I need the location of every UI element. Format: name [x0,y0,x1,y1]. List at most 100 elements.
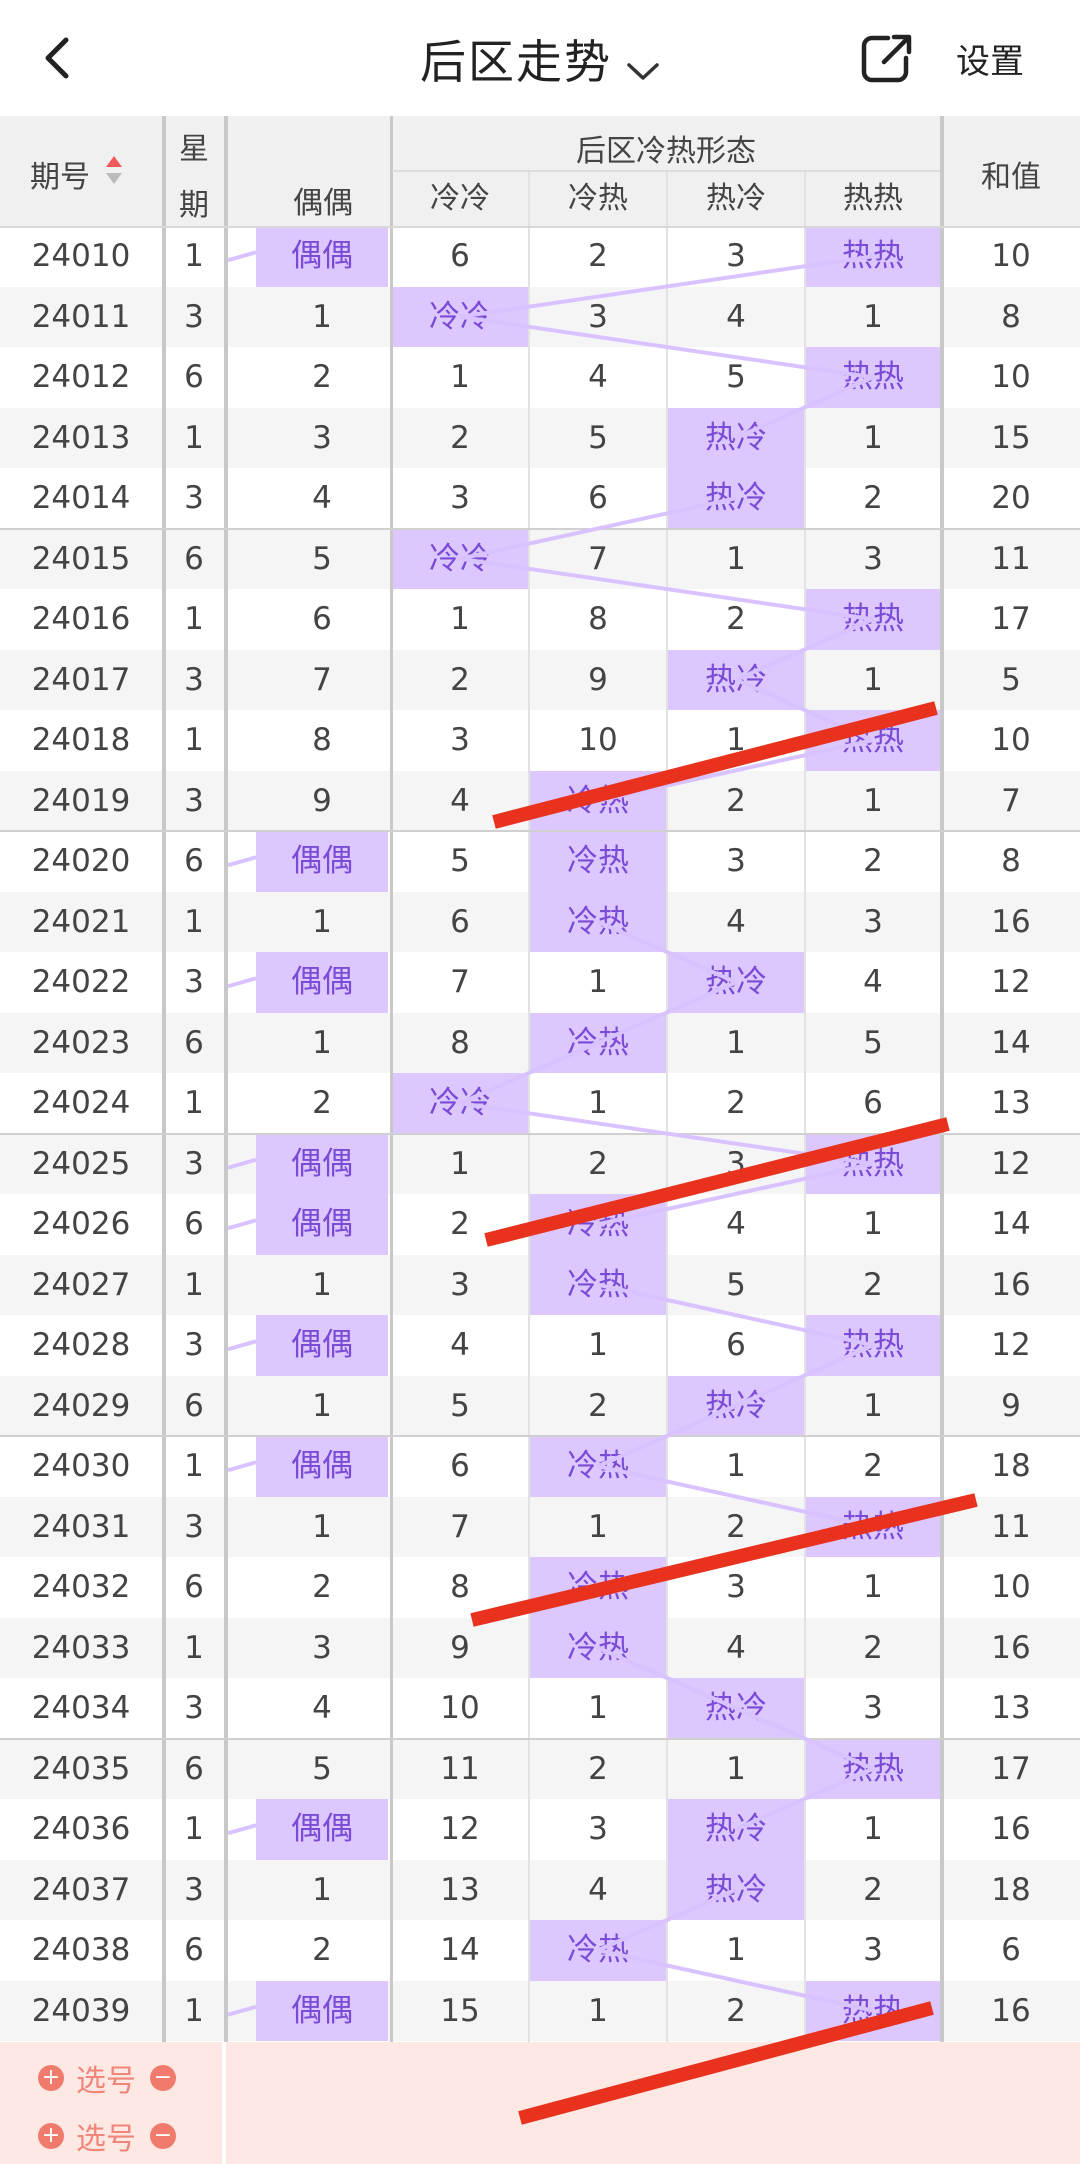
cell-parity: 2 [312,1569,332,1605]
cell-parity: 偶偶 [256,1436,388,1497]
cell-hc: 5 [726,1266,746,1303]
cell-sum: 20 [991,480,1031,516]
column-divider [224,116,228,2042]
cell-week: 1 [184,1629,204,1666]
cell-sum: 18 [991,1871,1031,1908]
select-controls: + 选号 − + 选号 − [0,2042,222,2164]
cell-issue: 24032 [31,1569,131,1605]
select-label-1: 选号 [76,2064,136,2099]
cell-sum: 6 [1001,1932,1021,1968]
trend-connector [597,1464,874,1529]
cell-hh: 1 [863,298,883,335]
share-button[interactable] [858,30,918,86]
cell-cc: 9 [450,1629,470,1666]
cell-issue: 24034 [31,1690,131,1726]
select-area[interactable] [226,2042,1080,2164]
col-issue-label: 期号 [30,160,90,195]
col-week-label-top: 星 [179,132,209,167]
cell-cc: 6 [450,1448,470,1484]
cell-week: 6 [184,1024,204,1061]
back-button[interactable] [36,30,80,86]
cell-sum: 16 [991,1629,1031,1666]
settings-button[interactable]: 设置 [956,42,1024,82]
cell-hc: 4 [726,1206,746,1242]
group-divider [0,1132,1080,1135]
cell-hc: 2 [726,601,746,637]
col-issue-header[interactable]: 期号 [0,116,162,226]
cell-sum: 17 [991,601,1031,637]
table-row [0,649,1080,710]
cell-hc: 2 [726,1085,746,1121]
cell-sum: 10 [991,238,1031,274]
cell-hh: 2 [863,1448,883,1484]
cell-issue: 24031 [31,1508,131,1545]
cell-hh: 2 [863,480,883,516]
cell-parity: 偶偶 [256,1799,388,1860]
cell-parity: 1 [312,1266,332,1303]
cell-week: 6 [184,540,204,577]
sort-icon [106,156,122,184]
cell-week: 3 [184,1690,204,1726]
trend-connector [735,617,874,682]
cell-week: 1 [184,903,204,940]
cell-cc: 3 [450,1266,470,1303]
cell-issue: 24011 [31,298,131,335]
cell-hh: 6 [863,1085,883,1121]
parity-connector [227,1823,257,1836]
cell-hh: 1 [863,782,883,819]
cell-parity: 2 [312,359,332,395]
page-title-dropdown[interactable]: 后区走势 [0,26,1080,93]
cell-cc: 1 [450,1145,470,1182]
group-divider [0,527,1080,530]
group-divider [0,1435,1080,1437]
column-divider [390,116,393,2042]
trend-connector [735,1343,874,1408]
trend-connector [735,1766,874,1832]
cell-parity: 1 [312,903,332,940]
group-divider [0,1737,1080,1740]
minus-icon[interactable]: − [150,2065,176,2091]
chevron-down-icon [626,39,660,93]
cell-sum: 14 [991,1206,1031,1242]
cell-sum: 12 [991,1145,1031,1182]
trend-connector [459,556,874,622]
parity-connector [227,1339,257,1352]
cell-ch: 7 [588,540,608,577]
cell-issue: 24036 [31,1811,131,1847]
cell-ch: 2 [588,1387,608,1424]
cell-ch: 1 [588,964,608,1000]
col-week-label-bottom: 期 [179,188,209,223]
parity-connector [227,1218,257,1231]
cell-hh: 2 [863,1629,883,1666]
cell-cc: 2 [450,419,470,456]
cell-issue: 24023 [31,1024,131,1061]
cell-issue: 24021 [31,903,131,940]
cell-ch: 1 [588,1327,608,1363]
cell-hh: 3 [863,540,883,577]
cell-parity: 3 [312,419,332,456]
col-cc-header: 冷冷 [392,172,528,226]
col-ch-header: 冷热 [530,172,666,226]
cell-sum: 11 [991,540,1031,577]
cell-sum: 10 [991,1569,1031,1605]
cell-issue: 24020 [31,843,131,879]
cell-week: 3 [184,1327,204,1363]
cell-sum: 15 [991,419,1031,456]
parity-connector [227,1157,257,1170]
cell-week: 1 [184,1811,204,1847]
minus-icon[interactable]: − [150,2123,176,2149]
cell-issue: 24013 [31,419,131,456]
plus-icon[interactable]: + [38,2065,64,2091]
plus-icon[interactable]: + [38,2123,64,2149]
cell-week: 1 [184,1992,204,2029]
cell-hc: 2 [726,1508,746,1545]
cell-hh: 2 [863,1871,883,1908]
cell-issue: 24012 [31,359,131,395]
select-row-1: + 选号 − [38,2056,176,2100]
parity-connector [227,2004,257,2017]
cell-ch: 冷热 [530,831,666,892]
cell-week: 6 [184,1387,204,1424]
cell-hc: 4 [726,903,746,940]
cell-cc: 2 [450,1206,470,1242]
